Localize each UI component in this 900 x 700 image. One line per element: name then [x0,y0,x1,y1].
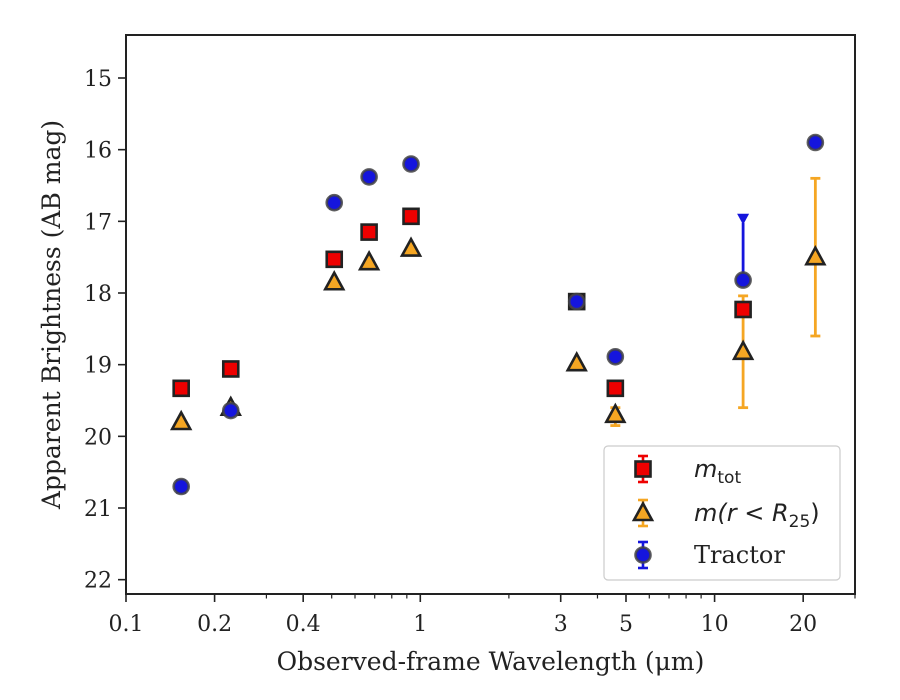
square-point [360,223,378,241]
legend-triangle-marker [631,500,655,522]
triangle-point [323,270,346,291]
circle-point [606,347,625,366]
circle-point [567,292,586,311]
legend-label: m(r < R25) [694,499,820,532]
markers-layer [169,133,827,496]
circle-point [325,193,344,212]
triangle-point [804,244,827,266]
x-tick-label: 20 [789,612,817,637]
triangle-point [565,351,588,372]
square-point [734,300,752,319]
y-tick-label: 17 [84,210,112,235]
errorbars-layer [176,136,821,494]
circle-point [734,271,752,289]
x-tick-label: 0.1 [109,612,144,637]
plot-frame [125,34,856,595]
upper-limit-arrow-head [737,213,750,225]
y-tick-label: 18 [84,282,112,307]
x-tick-label: 0.4 [286,612,321,637]
square-point [172,379,190,398]
y-tick-label: 21 [84,497,112,522]
circle-point [360,168,378,186]
ticks-layer: 0.1 0.2 0.4 1 3 5 10 20 15 16 17 18 19 20 21 22 [84,67,856,637]
triangle-point [604,402,627,424]
x-axis-title: Observed-frame Wavelength (μm) [277,647,705,676]
circle-point [806,133,825,152]
square-point [221,360,240,378]
legend-label: Tractor [694,541,785,569]
y-axis-title: Apparent Brightness (AB mag) [37,120,66,510]
y-tick-label: 20 [84,425,112,450]
circle-point [172,477,190,496]
square-point [606,379,625,398]
x-tick-label: 10 [701,612,729,637]
circle-point [402,155,420,173]
y-tick-label: 22 [84,569,112,594]
y-tick-label: 15 [84,67,112,92]
legend-label: mtot [694,455,741,488]
legend-circle-marker [634,546,652,564]
legend-square-marker [634,460,652,478]
x-tick-label: 1 [413,612,427,637]
triangle-point [169,409,193,431]
triangle-point [399,236,423,257]
legend-box [603,445,841,581]
x-tick-label: 0.2 [197,612,232,637]
square-point [325,250,344,269]
circle-point [221,401,240,420]
triangle-point [731,339,755,361]
x-tick-label: 3 [554,612,568,637]
y-tick-label: 16 [84,139,112,164]
x-tick-label: 5 [619,612,633,637]
triangle-point [357,249,381,271]
y-tick-label: 19 [84,354,112,379]
square-point [402,207,420,226]
legend: mtot m(r < R25) Tractor [603,445,841,581]
